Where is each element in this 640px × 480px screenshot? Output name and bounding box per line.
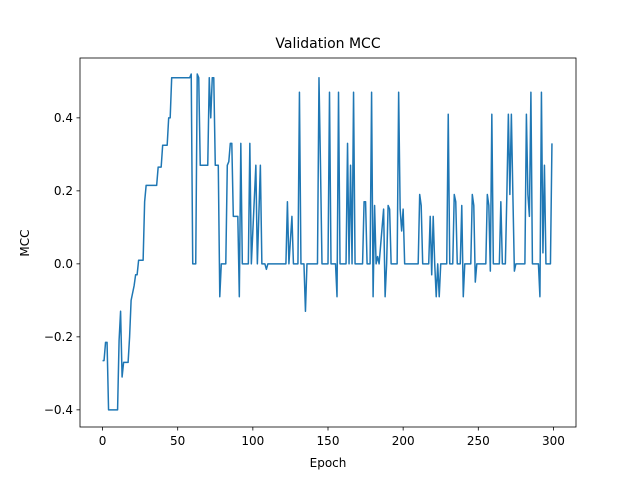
y-tick-label: −0.2	[44, 330, 73, 344]
y-tick-label: 0.0	[54, 257, 73, 271]
chart-title: Validation MCC	[275, 36, 380, 52]
x-tick-label: 50	[170, 434, 185, 448]
y-tick-label: 0.4	[54, 111, 73, 125]
x-tick-label: 200	[392, 434, 415, 448]
x-tick-label: 100	[241, 434, 264, 448]
x-tick-label: 250	[467, 434, 490, 448]
y-tick-label: 0.2	[54, 184, 73, 198]
y-tick-label: −0.4	[44, 403, 73, 417]
y-axis-label: MCC	[18, 229, 32, 256]
x-tick-label: 150	[317, 434, 340, 448]
x-tick-label: 300	[542, 434, 565, 448]
line-series	[102, 73, 553, 411]
x-axis-label: Epoch	[310, 456, 347, 470]
x-tick-label: 0	[99, 434, 107, 448]
